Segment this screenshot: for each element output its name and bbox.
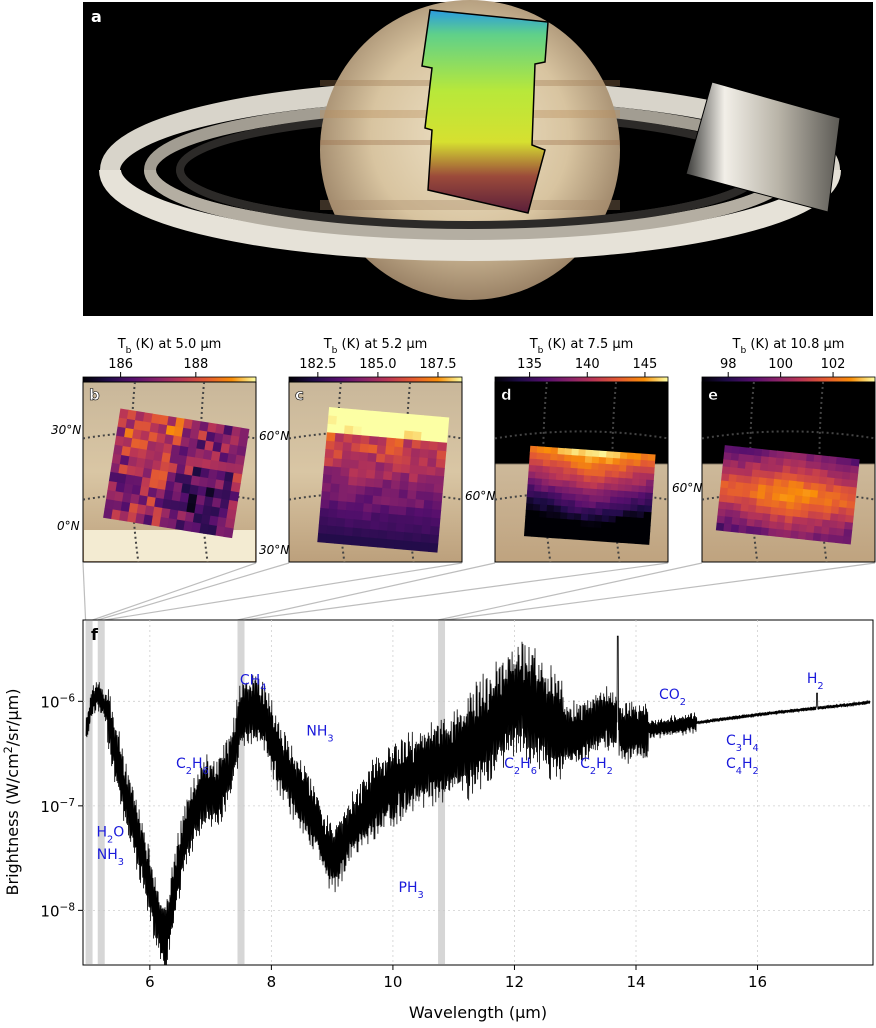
connector-line — [237, 562, 496, 621]
colorbar-tick-label-c: 187.5 — [419, 357, 456, 372]
colorbar-tick-label-e: 100 — [768, 357, 793, 372]
panel-letter-d: d — [501, 386, 512, 404]
colorbar-title-c: Tb (K) at 5.2 µm — [323, 337, 428, 356]
connector-line — [104, 562, 463, 621]
molecule-label: C3H4 — [726, 733, 759, 754]
x-tick-label: 12 — [505, 973, 524, 991]
y-tick-label: 10−7 — [40, 797, 75, 816]
x-tick-label: 6 — [145, 973, 155, 991]
x-ticks: 6 8 10 12 14 16 — [145, 965, 767, 991]
x-axis-label: Wavelength (µm) — [409, 1003, 547, 1022]
connector-line — [82, 562, 87, 621]
connector-line — [97, 562, 290, 621]
colorbar-tick-label-d: 145 — [633, 357, 658, 372]
spectrum-line — [85, 635, 871, 965]
molecule-label: C2H2 — [580, 756, 613, 777]
molecule-label: CO2 — [659, 687, 686, 708]
jwst-strip-overlay — [421, 9, 549, 214]
colorbar-tick-label-b: 186 — [108, 357, 133, 372]
ring-patch-overlay — [685, 81, 841, 213]
panel-letter-b: b — [89, 386, 100, 404]
brightness-map-e — [715, 445, 860, 545]
connector-lines — [82, 562, 876, 621]
molecule-label: NH3 — [306, 724, 333, 745]
x-tick-label: 14 — [626, 973, 645, 991]
colorbar-tick-label-d: 135 — [517, 357, 542, 372]
molecule-label: CH4 — [240, 672, 267, 693]
colorbar-title-e: Tb (K) at 10.8 µm — [732, 337, 845, 356]
brightness-map-d — [523, 445, 656, 545]
molecule-label: C4H2 — [726, 756, 759, 777]
grid-label-e: 60°N — [672, 481, 702, 495]
grid-label-c: 30°N — [259, 543, 289, 557]
molecule-label: PH3 — [399, 880, 424, 901]
panel-letter-e: e — [708, 386, 718, 404]
colorbar-tick-label-c: 182.5 — [299, 357, 336, 372]
y-tick-label: 10−8 — [40, 901, 75, 920]
highlight-band — [438, 621, 446, 964]
highlight-bands — [85, 621, 446, 964]
colorbar-title-d: Tb (K) at 7.5 µm — [529, 337, 634, 356]
grid-label-d: 60°N — [465, 489, 495, 503]
connector-line — [92, 562, 257, 621]
molecule-label: NH3 — [97, 847, 124, 868]
grid-label-b: 30°N — [51, 423, 81, 437]
colorbar-tick-label-d: 140 — [575, 357, 600, 372]
ring-front-outer — [99, 169, 841, 261]
brightness-map-c — [317, 407, 450, 553]
colorbar-tick-label-b: 188 — [183, 357, 208, 372]
panel-letter-f: f — [91, 625, 99, 644]
molecule-label: H2 — [807, 671, 824, 692]
colorbar-tick-label-c: 185.0 — [359, 357, 396, 372]
grid-label-c: 60°N — [259, 429, 289, 443]
panel-letter-c: c — [295, 386, 304, 404]
colorbar-tick-label-e: 102 — [821, 357, 846, 372]
y-tick-label: 10−6 — [40, 692, 75, 711]
x-tick-label: 8 — [267, 973, 277, 991]
connector-line — [244, 562, 669, 621]
panel-a-saturn-image: a — [83, 0, 873, 316]
ring-front-gap — [176, 169, 764, 229]
molecule-label: C2H6 — [504, 756, 537, 777]
molecule-label: C2H6 — [176, 756, 209, 777]
highlight-band — [97, 621, 105, 964]
ring-front-middle — [144, 169, 796, 240]
molecule-label: H2O — [96, 824, 124, 845]
brightness-map-b — [103, 408, 250, 539]
colorbar-title-b: Tb (K) at 5.0 µm — [117, 337, 222, 356]
y-ticks: 10−8 10−7 10−6 — [40, 692, 83, 920]
x-tick-label: 10 — [383, 973, 402, 991]
highlight-band — [237, 621, 245, 964]
colorbar-tick-label-e: 98 — [720, 357, 737, 372]
panel-letter-a: a — [91, 7, 102, 26]
connector-line — [437, 562, 703, 621]
connector-line — [444, 562, 876, 621]
y-axis-label: Brightness (W/cm2/sr/µm) — [2, 689, 23, 896]
x-tick-label: 16 — [748, 973, 767, 991]
grid-label-b: 0°N — [57, 519, 80, 533]
highlight-band — [85, 621, 93, 964]
